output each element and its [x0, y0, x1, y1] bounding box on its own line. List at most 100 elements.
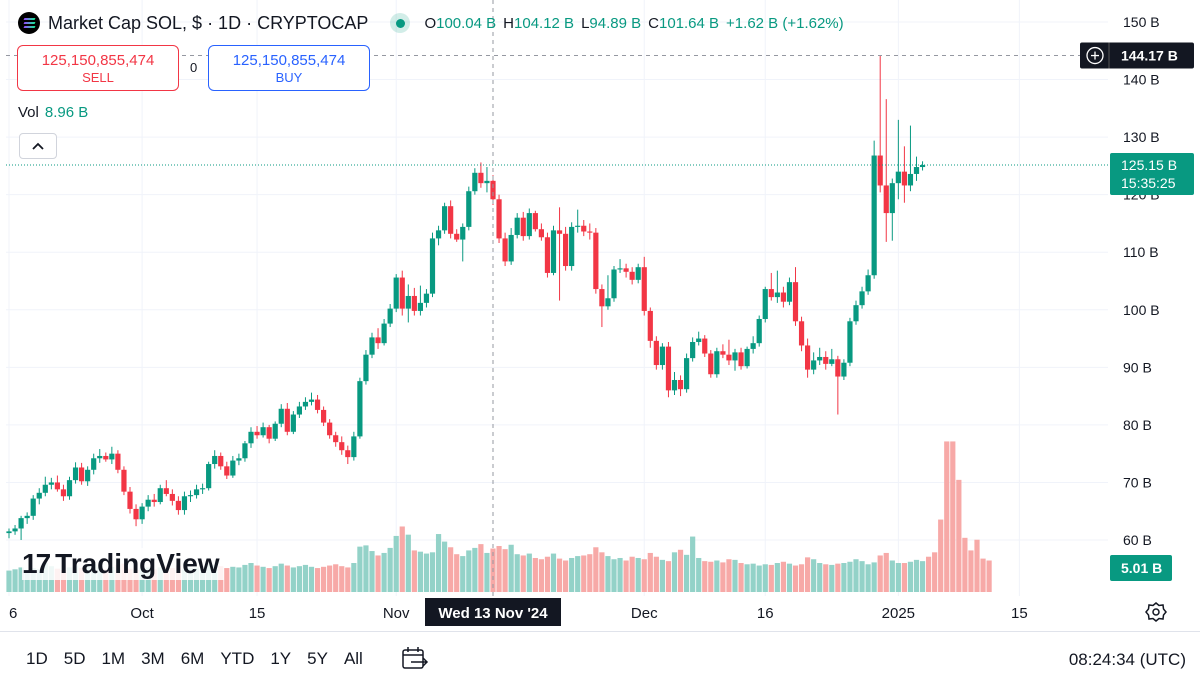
tradingview-logo[interactable]: 17 TradingView: [22, 548, 224, 580]
volume-bar: [272, 566, 278, 592]
candle-body: [448, 206, 454, 234]
volume-bar: [877, 555, 883, 592]
market-open-indicator-icon: [390, 13, 411, 33]
candle-body: [829, 359, 835, 364]
volume-bar: [54, 568, 60, 592]
range-button-5y[interactable]: 5Y: [307, 649, 328, 668]
candle-body: [435, 230, 442, 239]
sell-button[interactable]: 125,150,855,474 SELL: [17, 45, 179, 91]
volume-bar: [181, 569, 188, 592]
volume-legend[interactable]: Vol 8.96 B: [18, 104, 88, 121]
candle-body: [127, 491, 133, 509]
candle-body: [690, 342, 696, 359]
candle-body: [121, 469, 127, 492]
candle-body: [357, 381, 363, 437]
candle-body: [641, 267, 647, 311]
volume-bar: [980, 558, 986, 592]
volume-bar: [308, 566, 315, 592]
candle-body: [399, 277, 405, 309]
volume-bar: [623, 560, 629, 592]
candle-body: [811, 360, 817, 370]
candle-body: [327, 422, 333, 436]
range-button-1m[interactable]: 1M: [101, 649, 126, 668]
volume-bar: [738, 563, 744, 592]
volume-bar: [224, 568, 230, 592]
last-price-badge: [1110, 153, 1194, 196]
tradingview-logo-text: TradingView: [55, 548, 220, 579]
time-tick-label: 6: [9, 605, 17, 622]
volume-bar: [665, 561, 672, 592]
time-tick-label: Oct: [130, 605, 154, 622]
buy-button[interactable]: 125,150,855,474 BUY: [208, 45, 370, 91]
volume-bar: [151, 569, 157, 592]
candle-body: [230, 460, 236, 476]
volume-bar: [442, 541, 448, 592]
volume-bar: [351, 563, 357, 592]
volume-bar: [357, 546, 363, 592]
candle-body: [647, 310, 653, 341]
volume-bar: [24, 569, 30, 592]
volume-bar: [302, 564, 309, 592]
candle-body: [218, 455, 224, 467]
candle-body: [750, 343, 756, 349]
volume-bar: [381, 552, 387, 592]
tradingview-logo-mark: 17: [22, 548, 51, 579]
utc-clock[interactable]: 08:24:34 (UTC): [1068, 650, 1186, 669]
range-button-ytd[interactable]: YTD: [220, 649, 255, 668]
candle-body: [659, 346, 665, 366]
volume-bar: [690, 536, 696, 592]
settings-gear-icon[interactable]: [1144, 600, 1168, 624]
volume-bar: [569, 557, 575, 592]
candle-body: [454, 233, 460, 240]
volume-bar: [762, 564, 768, 592]
volume-bar: [230, 566, 236, 592]
volume-bar: [411, 550, 417, 592]
volume-bar: [260, 566, 266, 592]
ohlc-key: C: [648, 14, 659, 32]
crosshair-date-badge: [425, 598, 561, 626]
volume-bar: [720, 562, 726, 592]
volume-bar: [847, 561, 853, 592]
volume-bar: [871, 562, 877, 592]
candle-body: [212, 455, 218, 465]
symbol-title[interactable]: Market Cap SOL, $ · 1D · CRYPTOCAP: [48, 12, 369, 33]
candle-body: [296, 406, 302, 415]
volume-bar: [671, 552, 678, 592]
volume-bar: [829, 564, 835, 592]
candle-body: [556, 230, 563, 234]
volume-bar: [732, 559, 738, 592]
volume-bar: [859, 561, 865, 592]
legend-header: Market Cap SOL, $ · 1D · CRYPTOCAP O100.…: [18, 10, 851, 36]
candle-body: [278, 408, 284, 424]
volume-bar: [780, 561, 786, 592]
volume-bar: [659, 559, 665, 592]
volume-bar: [266, 568, 272, 592]
candle-body: [405, 295, 411, 309]
time-tick-label: 15: [1011, 605, 1028, 622]
volume-bar: [284, 565, 290, 592]
volume-bar: [944, 441, 950, 592]
candle-body: [593, 232, 599, 290]
candle-body: [756, 318, 762, 344]
range-button-1y[interactable]: 1Y: [270, 649, 292, 668]
candle-body: [617, 268, 623, 270]
collapse-legend-button[interactable]: [19, 133, 57, 159]
candle-body: [823, 356, 829, 364]
range-button-6m[interactable]: 6M: [180, 649, 205, 668]
time-axis[interactable]: 6 Oct 15 Nov Dec 16 2025 15: [9, 605, 1028, 622]
volume-bar: [405, 534, 411, 592]
candle-body: [744, 348, 750, 367]
price-tick-label: 150 B: [1123, 14, 1160, 30]
range-button-all[interactable]: All: [343, 649, 363, 668]
volume-bar: [387, 547, 393, 592]
range-button-5d[interactable]: 5D: [63, 649, 86, 668]
candle-body: [708, 353, 714, 375]
candle-body: [550, 230, 557, 273]
range-button-1d[interactable]: 1D: [26, 649, 48, 668]
candle-body: [484, 180, 490, 184]
range-button-3m[interactable]: 3M: [141, 649, 165, 668]
go-to-date-calendar-icon[interactable]: [401, 646, 429, 672]
candle-body: [24, 515, 30, 519]
